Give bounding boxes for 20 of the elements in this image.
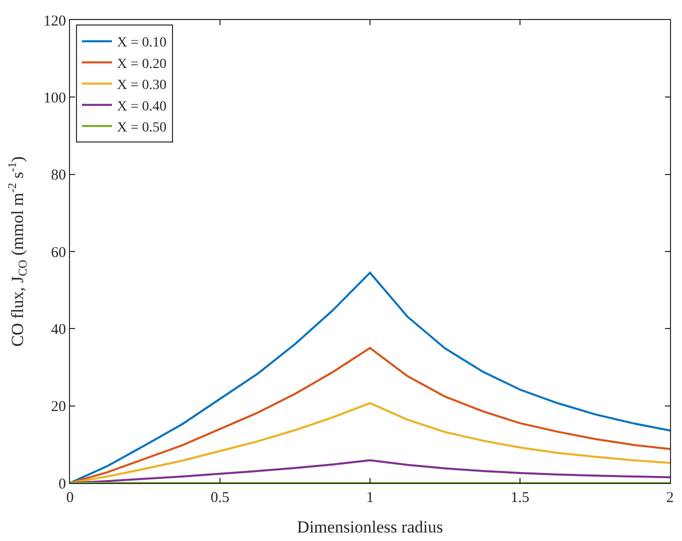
legend-label: X = 0.30 [117, 78, 167, 94]
legend-label: X = 0.10 [117, 36, 167, 51]
y-tick-label: 120 [44, 13, 66, 30]
x-tick-label: 1.5 [510, 490, 530, 506]
x-axis-title: Dimensionless radius [297, 517, 443, 536]
legend-label: X = 0.20 [117, 56, 167, 72]
legend-label: X = 0.40 [117, 99, 167, 114]
y-tick-label: 0 [58, 476, 66, 492]
x-tick-label: 2 [666, 490, 674, 506]
y-tick-label: 100 [44, 90, 66, 106]
y-tick-label: 40 [51, 322, 66, 338]
x-tick-label: 1 [366, 490, 374, 506]
y-tick-label: 60 [51, 244, 66, 261]
line-series [70, 272, 670, 483]
line-series [70, 346, 670, 483]
x-tick-label: 0.5 [210, 490, 230, 506]
y-tick-label: 20 [51, 399, 66, 416]
legend-label: X = 0.50 [117, 120, 167, 136]
line-series [70, 402, 670, 483]
y-tick-label: 80 [51, 168, 66, 184]
